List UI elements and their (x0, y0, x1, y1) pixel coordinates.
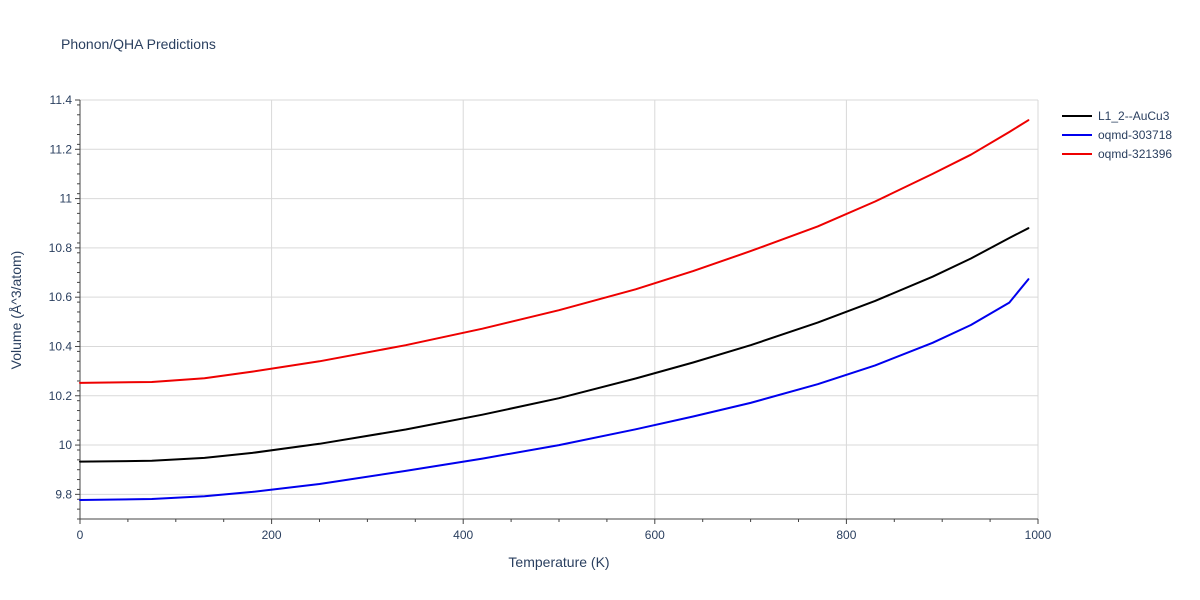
legend-swatch (1062, 114, 1092, 117)
x-tick-label: 600 (645, 528, 665, 542)
x-tick-label: 0 (77, 528, 84, 542)
x-tick-label: 1000 (1025, 528, 1052, 542)
y-tick-label: 9.8 (55, 487, 72, 501)
y-tick-label: 11 (60, 192, 73, 206)
legend-label: L1_2--AuCu3 (1098, 108, 1170, 123)
y-axis-label: Volume (Å^3/atom) (8, 250, 24, 370)
legend-swatch (1062, 133, 1092, 136)
legend-swatch (1062, 152, 1092, 155)
legend-label: oqmd-321396 (1098, 146, 1173, 161)
x-axis-label: Temperature (K) (508, 554, 610, 570)
x-tick-label: 800 (836, 528, 856, 542)
y-tick-label: 11.4 (50, 93, 73, 107)
series-line (79, 278, 1030, 501)
series-line (79, 227, 1030, 463)
y-tick-label: 11.2 (50, 142, 73, 156)
y-tick-label: 10.4 (49, 339, 73, 353)
chart-title: Phonon/QHA Predictions (61, 36, 216, 52)
x-tick-label: 400 (453, 528, 473, 542)
legend-label: oqmd-303718 (1098, 127, 1173, 142)
y-tick-label: 10.2 (49, 389, 73, 403)
legend-item[interactable]: oqmd-321396 (1062, 144, 1172, 163)
y-tick-label: 10.6 (49, 290, 73, 304)
legend-item[interactable]: L1_2--AuCu3 (1062, 106, 1172, 125)
y-tick-label: 10 (59, 438, 73, 452)
series-line (79, 119, 1030, 384)
legend[interactable]: L1_2--AuCu3 oqmd-303718 oqmd-321396 (1062, 106, 1172, 163)
x-tick-label: 200 (262, 528, 282, 542)
y-tick-label: 10.8 (49, 241, 73, 255)
legend-item[interactable]: oqmd-303718 (1062, 125, 1172, 144)
